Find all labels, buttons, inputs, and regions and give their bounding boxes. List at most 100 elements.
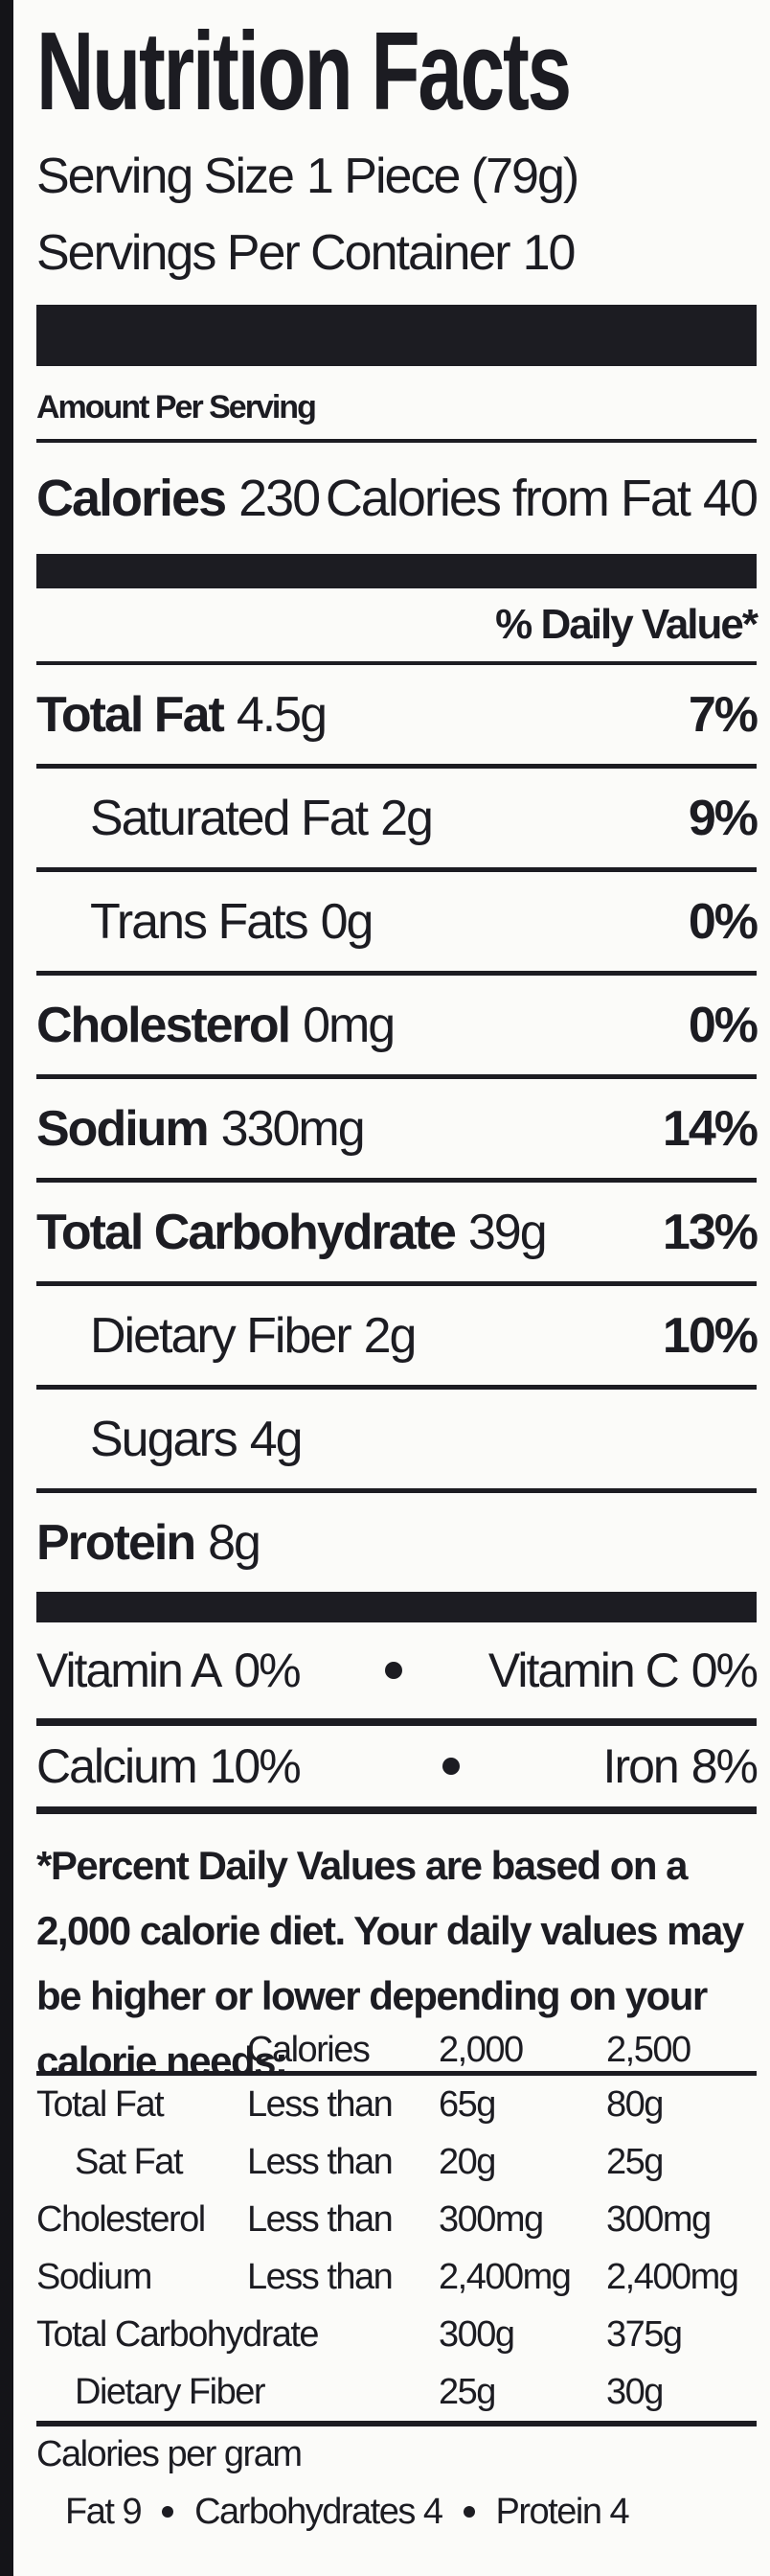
nutrients: Total Fat 4.5g 7% Saturated Fat 2g 9% Trans Fa… — [36, 665, 759, 1597]
daily-value: 0% — [688, 893, 759, 950]
vitamin-value: 0% — [234, 1644, 301, 1697]
nutrient-row: Dietary Fiber 2g 10% — [36, 1286, 759, 1390]
label: Serving Size — [36, 149, 295, 204]
label: Calories from Fat — [325, 470, 691, 527]
table-row-name: Total Fat — [36, 2084, 165, 2125]
nutrient-row: Trans Fats 0g 0% — [36, 872, 759, 976]
nutrient: Sugars 4g — [90, 1411, 304, 1468]
nutrient-amount: 4g — [249, 1411, 304, 1467]
table-value: 25g — [606, 2142, 664, 2182]
thick-bar — [36, 554, 757, 588]
nutrient: Sodium 330mg — [36, 1100, 366, 1158]
table-row-name: Total Carbohydrate — [36, 2314, 320, 2355]
table-qualifier: Less than — [247, 2142, 394, 2182]
table-value: 2,400mg — [439, 2257, 572, 2297]
nutrient-row: Sodium 330mg 14% — [36, 1079, 759, 1183]
nutrient-name: Protein — [36, 1514, 196, 1571]
daily-value: 14% — [662, 1100, 759, 1157]
nutrient-name: Cholesterol — [36, 997, 291, 1053]
reference-table: Calories 2,000 2,500 Total Fat Less than 65g 8… — [36, 2029, 757, 2421]
daily-value: 7% — [688, 686, 759, 743]
daily-value-header: % Daily Value* — [36, 588, 759, 665]
daily-value: 10% — [662, 1307, 759, 1364]
vitamin: Calcium 10% — [36, 1738, 302, 1794]
nutrient-amount: 2g — [363, 1307, 418, 1364]
vitamin: Vitamin C 0% — [487, 1643, 759, 1698]
vitamin-name: Calcium — [36, 1739, 198, 1793]
nutrient: Saturated Fat 2g — [90, 790, 434, 847]
nutrient-amount: 0g — [320, 893, 374, 950]
vitamin-name: Vitamin C — [487, 1644, 680, 1697]
thick-bar — [36, 1592, 757, 1622]
table-value: 65g — [439, 2084, 496, 2125]
title: Nutrition Facts — [36, 9, 572, 133]
bullet — [442, 1758, 461, 1775]
nutrient-amount: 0mg — [303, 997, 396, 1053]
table-value: 30g — [606, 2372, 664, 2412]
thick-bar — [36, 305, 757, 366]
nutrient: Total Fat 4.5g — [36, 686, 328, 744]
nutrient: Protein 8g — [36, 1514, 261, 1572]
table-value: 375g — [606, 2314, 683, 2355]
nutrient-amount: 39g — [467, 1204, 548, 1260]
label: Servings Per Container — [36, 225, 511, 281]
bullet — [385, 1662, 403, 1679]
calories-from-fat: Calories from Fat 40 — [325, 443, 759, 554]
table-value: 20g — [439, 2142, 496, 2182]
nutrient-name: Sodium — [36, 1100, 210, 1157]
nutrient: Cholesterol 0mg — [36, 997, 396, 1054]
table-qualifier: Less than — [247, 2257, 394, 2297]
table-row-name: Sat Fat — [75, 2142, 184, 2182]
nutrient: Trans Fats 0g — [90, 893, 374, 951]
nutrient-name: Dietary Fiber — [90, 1307, 352, 1364]
nutrient-row: Saturated Fat 2g 9% — [36, 769, 759, 872]
table-value: 300mg — [439, 2199, 544, 2240]
table-header: 2,500 — [606, 2029, 757, 2076]
amount-per-serving: Amount Per Serving — [36, 366, 757, 443]
nutrient-row: Protein 8g — [36, 1493, 757, 1597]
daily-value: 0% — [688, 997, 759, 1053]
nutrient-row: Sugars 4g — [36, 1390, 757, 1493]
table-value: 300g — [439, 2314, 515, 2355]
vitamin-row: Calcium 10% Iron 8% — [36, 1726, 759, 1814]
table-row-name: Cholesterol — [36, 2199, 206, 2240]
bullet — [463, 2506, 475, 2518]
calories-row: Calories 230 Calories from Fat 40 — [36, 443, 759, 554]
vitamin-name: Vitamin A — [36, 1644, 222, 1697]
value: 1 Piece (79g) — [306, 149, 579, 204]
nutrient-row: Total Carbohydrate 39g 13% — [36, 1183, 759, 1286]
bullet — [162, 2506, 174, 2518]
calories: Calories 230 — [36, 443, 321, 554]
vitamin-value: 8% — [691, 1739, 759, 1793]
nutrient-amount: 2g — [380, 790, 434, 846]
vitamin: Vitamin A 0% — [36, 1643, 302, 1698]
vitamins: Vitamin A 0% Vitamin C 0% Calcium 10% Iron 8% — [36, 1622, 759, 1814]
nutrient-name: Saturated Fat — [90, 790, 369, 846]
calories-per-gram-item: Protein 4 — [495, 2492, 630, 2532]
vitamin-value: 10% — [209, 1739, 302, 1793]
table-header: Calories — [247, 2029, 439, 2076]
table-row-name: Sodium — [36, 2257, 152, 2297]
table-value: 300mg — [606, 2199, 712, 2240]
table-value: 80g — [606, 2084, 664, 2125]
nutrient: Total Carbohydrate 39g — [36, 1204, 548, 1261]
vitamin: Iron 8% — [603, 1738, 759, 1794]
label: Calories — [36, 470, 227, 527]
serving-size: Serving Size 1 Piece (79g) — [36, 138, 757, 215]
vitamin-value: 0% — [691, 1644, 759, 1697]
nutrient-name: Sugars — [90, 1411, 238, 1467]
nutrient-name: Trans Fats — [90, 893, 309, 950]
calories-per-gram: Calories per gram — [36, 2421, 757, 2482]
nutrient-name: Total Fat — [36, 686, 225, 743]
nutrient-amount: 4.5g — [236, 686, 328, 743]
table-header: 2,000 — [439, 2029, 606, 2076]
nutrient-row: Cholesterol 0mg 0% — [36, 976, 759, 1079]
value: 40 — [702, 470, 759, 527]
nutrient-amount: 330mg — [220, 1100, 366, 1157]
nutrient: Dietary Fiber 2g — [90, 1307, 418, 1365]
value: 10 — [522, 225, 577, 281]
table-qualifier: Less than — [247, 2084, 394, 2125]
nutrient-amount: 8g — [208, 1514, 261, 1571]
